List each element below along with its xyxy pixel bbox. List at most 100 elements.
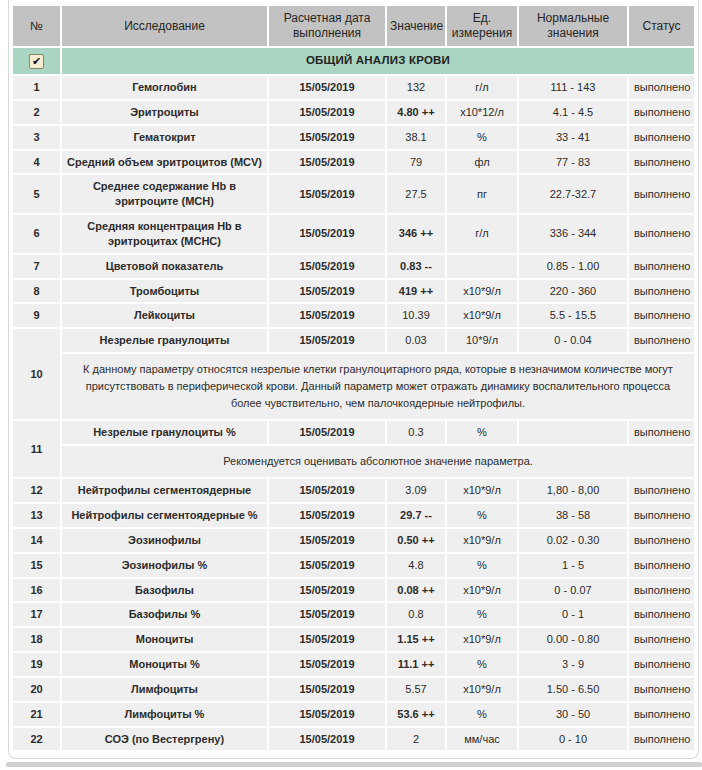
col-header-unit: Ед. измерения [447, 6, 517, 46]
test-date: 15/05/2019 [269, 280, 385, 303]
test-name: Лимфоциты [62, 678, 267, 701]
test-value: 10.39 [387, 304, 445, 327]
test-date: 15/05/2019 [269, 215, 385, 253]
test-value: 53.6 ++ [387, 703, 445, 726]
test-name: СОЭ (по Вестергрену) [62, 728, 267, 751]
test-value: 0.3 [387, 421, 445, 444]
test-date: 15/05/2019 [269, 101, 385, 124]
test-value: 0.50 ++ [387, 529, 445, 552]
test-note: К данному параметру относятся незрелые к… [62, 354, 694, 419]
normal-range: 0 - 1 [519, 603, 627, 626]
table-row: 20Лимфоциты15/05/20195.57x10*9/л1.50 - 6… [13, 678, 694, 701]
table-row: 3Гематокрит15/05/201938.1%33 - 41выполне… [13, 126, 694, 149]
test-unit: фл [447, 151, 517, 174]
row-number: 6 [13, 215, 60, 253]
results-panel: № Исследование Расчетная дата выполнения… [8, 0, 699, 759]
test-date: 15/05/2019 [269, 175, 385, 213]
row-number: 16 [13, 579, 60, 602]
test-unit: 10*9/л [447, 329, 517, 352]
test-date: 15/05/2019 [269, 529, 385, 552]
row-number: 4 [13, 151, 60, 174]
section-title: ОБЩИЙ АНАЛИЗ КРОВИ [62, 48, 694, 74]
status-label: выполнено [629, 101, 694, 124]
test-date: 15/05/2019 [269, 304, 385, 327]
test-name: Эозинофилы [62, 529, 267, 552]
row-number: 2 [13, 101, 60, 124]
status-label: выполнено [629, 76, 694, 99]
row-number: 14 [13, 529, 60, 552]
row-number: 10 [13, 329, 60, 419]
row-number: 13 [13, 504, 60, 527]
test-name: Незрелые гранулоциты [62, 329, 267, 352]
status-label: выполнено [629, 628, 694, 651]
normal-range: 77 - 83 [519, 151, 627, 174]
header-row: № Исследование Расчетная дата выполнения… [13, 6, 694, 46]
table-row: 18Моноциты15/05/20191.15 ++x10*9/л0.00 -… [13, 628, 694, 651]
test-date: 15/05/2019 [269, 255, 385, 278]
status-label: выполнено [629, 579, 694, 602]
row-number: 20 [13, 678, 60, 701]
normal-range: 0 - 0.04 [519, 329, 627, 352]
test-date: 15/05/2019 [269, 728, 385, 751]
section-checkbox[interactable]: ✔ [29, 54, 44, 69]
table-row: 1Гемоглобин15/05/2019132г/л111 - 143выпо… [13, 76, 694, 99]
test-date: 15/05/2019 [269, 76, 385, 99]
test-value: 4.80 ++ [387, 101, 445, 124]
test-date: 15/05/2019 [269, 628, 385, 651]
test-date: 15/05/2019 [269, 126, 385, 149]
normal-range: 0.85 - 1.00 [519, 255, 627, 278]
test-value: 27.5 [387, 175, 445, 213]
normal-range: 30 - 50 [519, 703, 627, 726]
test-value: 132 [387, 76, 445, 99]
status-label: выполнено [629, 554, 694, 577]
normal-range: 33 - 41 [519, 126, 627, 149]
table-row: 14Эозинофилы15/05/20190.50 ++x10*9/л0.02… [13, 529, 694, 552]
row-number: 19 [13, 653, 60, 676]
test-value: 0.08 ++ [387, 579, 445, 602]
test-unit [447, 255, 517, 278]
normal-range: 1,80 - 8,00 [519, 479, 627, 502]
test-date: 15/05/2019 [269, 554, 385, 577]
status-label: выполнено [629, 504, 694, 527]
status-label: выполнено [629, 280, 694, 303]
test-unit: мм/час [447, 728, 517, 751]
status-label: выполнено [629, 479, 694, 502]
col-header-status: Статус [629, 6, 694, 46]
row-number: 15 [13, 554, 60, 577]
status-label: выполнено [629, 603, 694, 626]
normal-range: 0.00 - 0.80 [519, 628, 627, 651]
test-unit: % [447, 126, 517, 149]
test-date: 15/05/2019 [269, 703, 385, 726]
normal-range [519, 421, 627, 444]
test-unit: x10*9/л [447, 579, 517, 602]
test-unit: x10*9/л [447, 479, 517, 502]
test-unit: % [447, 703, 517, 726]
test-unit: % [447, 554, 517, 577]
table-row: 5Среднее содержание Hb в эритроците (MCH… [13, 175, 694, 213]
table-row: 7Цветовой показатель15/05/20190.83 --0.8… [13, 255, 694, 278]
status-label: выполнено [629, 175, 694, 213]
test-name: Эритроциты [62, 101, 267, 124]
test-name: Среднее содержание Hb в эритроците (MCH) [62, 175, 267, 213]
table-row: 19Моноциты %15/05/201911.1 ++%3 - 9выпол… [13, 653, 694, 676]
test-date: 15/05/2019 [269, 678, 385, 701]
status-label: выполнено [629, 329, 694, 352]
test-date: 15/05/2019 [269, 579, 385, 602]
test-name: Моноциты [62, 628, 267, 651]
row-number: 12 [13, 479, 60, 502]
test-name: Незрелые гранулоциты % [62, 421, 267, 444]
normal-range: 111 - 143 [519, 76, 627, 99]
status-label: выполнено [629, 421, 694, 444]
normal-range: 1.50 - 6.50 [519, 678, 627, 701]
test-value: 0.8 [387, 603, 445, 626]
test-unit: г/л [447, 215, 517, 253]
test-name: Гемоглобин [62, 76, 267, 99]
table-row: 22СОЭ (по Вестергрену)15/05/20192мм/час0… [13, 728, 694, 751]
test-unit: % [447, 653, 517, 676]
normal-range: 22.7-32.7 [519, 175, 627, 213]
test-value: 4.8 [387, 554, 445, 577]
test-name: Средний объем эритроцитов (MCV) [62, 151, 267, 174]
table-row: 6Средняя концентрация Hb в эритроцитах (… [13, 215, 694, 253]
status-label: выполнено [629, 529, 694, 552]
test-value: 3.09 [387, 479, 445, 502]
